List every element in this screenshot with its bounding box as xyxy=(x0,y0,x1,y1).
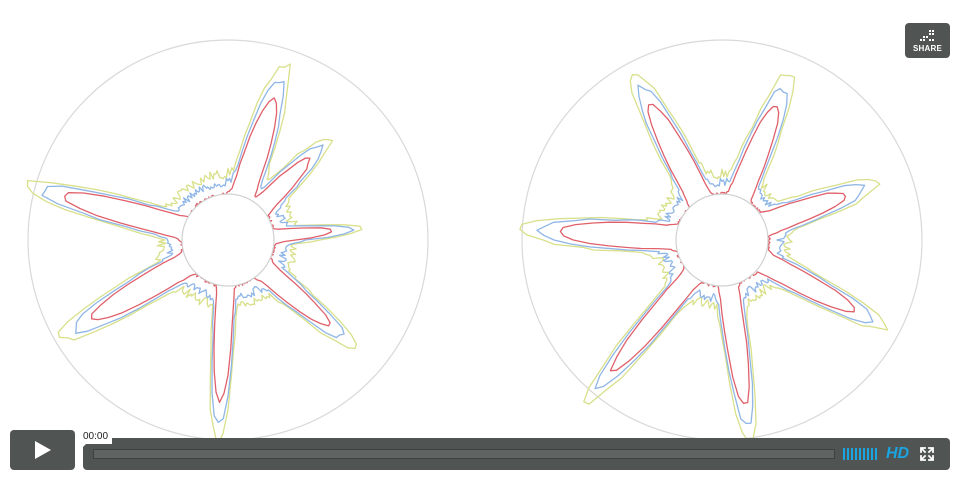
left-star-yellow-outline xyxy=(26,63,363,446)
right-inner-ring xyxy=(675,193,769,287)
control-bar: HD xyxy=(83,438,950,470)
time-tooltip-pointer xyxy=(80,444,86,450)
progress-bar[interactable] xyxy=(93,449,835,459)
right-star-blue-outline xyxy=(536,84,874,425)
share-button[interactable]: SHARE xyxy=(905,23,950,58)
left-inner-ring xyxy=(181,193,275,287)
right-star-yellow-outline xyxy=(519,74,889,443)
right-radial-chart xyxy=(519,39,923,443)
left-star-blue-outline xyxy=(41,81,355,424)
current-time-tooltip: 00:00 xyxy=(79,430,112,444)
hd-toggle[interactable]: HD xyxy=(886,445,910,462)
play-button[interactable] xyxy=(10,430,75,470)
volume-bars-icon[interactable] xyxy=(843,447,879,461)
share-icon xyxy=(919,29,934,41)
share-label: SHARE xyxy=(912,43,942,53)
play-icon xyxy=(34,441,51,459)
fullscreen-icon[interactable] xyxy=(920,447,934,461)
